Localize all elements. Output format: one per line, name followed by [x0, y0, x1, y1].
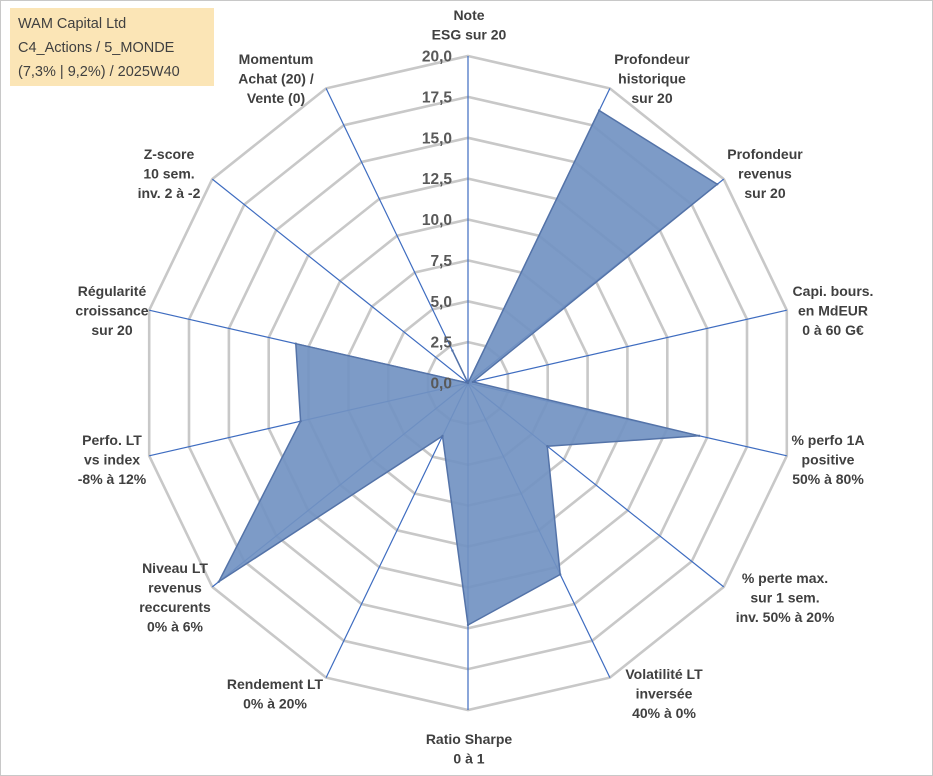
axis-label-line: reccurents: [139, 599, 211, 615]
axis-label-line: Ratio Sharpe: [426, 731, 513, 747]
axis-label-line: 0 à 60 G€: [802, 322, 864, 338]
axis-label-line: Capi. bours.: [793, 283, 874, 299]
tick-label-4: 10,0: [422, 212, 452, 229]
tick-label-0: 0,0: [430, 376, 452, 393]
data-point-7: [466, 623, 470, 627]
data-point-12: [466, 381, 470, 385]
axis-label-5: % perte max. sur 1 sem. inv. 50% à 20%: [736, 570, 835, 625]
data-point-3: [471, 380, 474, 384]
axis-label-line: 50% à 80%: [792, 471, 864, 487]
axis-label-line: inv. 50% à 20%: [736, 609, 835, 625]
axis-spoke-12: [211, 178, 469, 384]
axis-label-line: croissance: [75, 303, 148, 319]
data-point-9: [217, 580, 220, 583]
axis-spoke-3: [467, 309, 787, 384]
axis-label-line: revenus: [738, 166, 792, 182]
fund-category: C4_Actions / 5_MONDE: [18, 40, 175, 56]
fund-info-box: WAM Capital Ltd C4_Actions / 5_MONDE (7,…: [10, 8, 214, 86]
axis-label-line: inversée: [636, 686, 693, 702]
axis-label-line: Z-score: [144, 146, 195, 162]
data-point-8: [441, 434, 444, 438]
axis-label-line: Rendement LT: [227, 676, 324, 692]
axis-label-line: inv. 2 à -2: [138, 185, 201, 201]
axis-label-line: revenus: [148, 580, 202, 596]
axis-labels: Note ESG sur 20 Profondeur historique sur 20…: [75, 7, 873, 767]
axis-label-line: sur 20: [91, 322, 132, 338]
data-point-5: [546, 445, 549, 448]
axis-label-line: historique: [618, 71, 686, 87]
axis-label-4: % perfo 1A positive 50% à 80%: [791, 432, 864, 487]
data-point-10: [299, 420, 302, 423]
axis-label-6: Volatilité LT inversée 40% à 0%: [625, 666, 703, 721]
axis-label-line: Régularité: [78, 283, 147, 299]
data-point-11: [294, 342, 297, 345]
axis-label-line: 10 sem.: [143, 166, 194, 182]
radial-tick-labels: 0,0 2,5 5,0 7,5 10,0 12,5 15,0 17,5 20,0: [422, 49, 453, 393]
axis-label-line: vs index: [84, 452, 140, 468]
axis-label-line: 0% à 6%: [147, 619, 204, 635]
axis-label-line: Achat (20) /: [238, 71, 314, 87]
axis-label-line: 0% à 20%: [243, 696, 307, 712]
axis-label-line: Vente (0): [247, 90, 305, 106]
axis-label-line: Note: [453, 7, 484, 23]
axis-label-1: Profondeur historique sur 20: [614, 51, 690, 106]
axis-label-line: sur 20: [631, 90, 672, 106]
data-point-4: [697, 434, 701, 437]
data-point-6: [559, 573, 562, 576]
axis-label-13: Momentum Achat (20) / Vente (0): [238, 51, 314, 106]
axis-label-line: Perfo. LT: [82, 432, 142, 448]
axis-label-line: % perte max.: [742, 570, 828, 586]
axis-label-12: Z-score 10 sem. inv. 2 à -2: [138, 146, 201, 201]
axis-label-line: Profondeur: [727, 146, 803, 162]
tick-label-2: 5,0: [430, 294, 452, 311]
data-point-13: [451, 349, 454, 352]
axis-label-line: positive: [802, 452, 855, 468]
axis-label-line: sur 20: [744, 185, 785, 201]
axis-label-line: 40% à 0%: [632, 705, 696, 721]
axis-label-line: % perfo 1A: [791, 432, 864, 448]
axis-label-2: Profondeur revenus sur 20: [727, 146, 803, 201]
axis-label-line: -8% à 12%: [78, 471, 147, 487]
axis-label-line: en MdEUR: [798, 303, 868, 319]
radar-series: [217, 109, 719, 627]
axis-label-line: Profondeur: [614, 51, 690, 67]
axis-label-3: Capi. bours. en MdEUR 0 à 60 G€: [793, 283, 874, 338]
tick-label-1: 2,5: [430, 335, 452, 352]
axis-label-8: Rendement LT 0% à 20%: [227, 676, 324, 712]
tick-label-6: 15,0: [422, 130, 452, 147]
fund-name: WAM Capital Ltd: [18, 16, 127, 32]
data-point-2: [716, 183, 719, 186]
axis-label-11: Régularité croissance sur 20: [75, 283, 148, 338]
axis-label-line: 0 à 1: [453, 751, 484, 767]
axis-label-line: ESG sur 20: [432, 27, 507, 43]
tick-label-7: 17,5: [422, 89, 453, 106]
fund-metrics: (7,3% | 9,2%) / 2025W40: [18, 64, 180, 80]
tick-label-5: 12,5: [422, 171, 453, 188]
axis-label-line: sur 1 sem.: [750, 590, 819, 606]
axis-label-9: Niveau LT revenus reccurents 0% à 6%: [139, 560, 211, 635]
axis-label-line: Volatilité LT: [625, 666, 703, 682]
data-point-1: [598, 109, 601, 112]
axis-spoke-13: [325, 88, 469, 384]
axis-label-7: Ratio Sharpe 0 à 1: [426, 731, 513, 767]
tick-label-8: 20,0: [422, 49, 452, 66]
tick-label-3: 7,5: [430, 253, 452, 270]
axis-label-line: Momentum: [239, 51, 314, 67]
axis-label-0: Note ESG sur 20: [432, 7, 507, 43]
axis-label-line: Niveau LT: [142, 560, 208, 576]
axis-label-10: Perfo. LT vs index -8% à 12%: [78, 432, 147, 487]
